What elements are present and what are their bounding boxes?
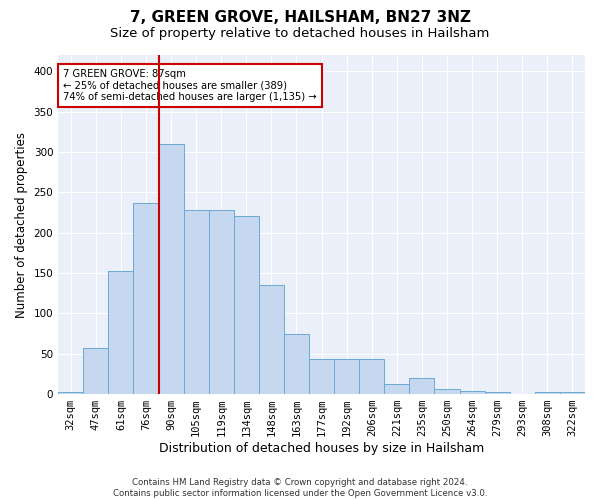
Bar — [58, 392, 83, 394]
Bar — [485, 392, 510, 394]
Bar — [234, 216, 259, 394]
Bar — [434, 389, 460, 394]
Bar — [259, 285, 284, 394]
Bar — [284, 334, 309, 394]
Bar — [184, 210, 209, 394]
Text: 7, GREEN GROVE, HAILSHAM, BN27 3NZ: 7, GREEN GROVE, HAILSHAM, BN27 3NZ — [130, 10, 470, 25]
Bar — [359, 360, 385, 394]
Bar — [83, 348, 109, 394]
Bar — [309, 360, 334, 394]
Bar — [385, 384, 409, 394]
X-axis label: Distribution of detached houses by size in Hailsham: Distribution of detached houses by size … — [159, 442, 484, 455]
Bar — [109, 270, 133, 394]
Bar — [158, 144, 184, 394]
Text: Size of property relative to detached houses in Hailsham: Size of property relative to detached ho… — [110, 28, 490, 40]
Bar — [460, 391, 485, 394]
Text: Contains HM Land Registry data © Crown copyright and database right 2024.
Contai: Contains HM Land Registry data © Crown c… — [113, 478, 487, 498]
Y-axis label: Number of detached properties: Number of detached properties — [15, 132, 28, 318]
Bar — [334, 360, 359, 394]
Bar — [535, 392, 560, 394]
Bar — [133, 202, 158, 394]
Bar — [560, 392, 585, 394]
Bar — [209, 210, 234, 394]
Bar — [409, 378, 434, 394]
Text: 7 GREEN GROVE: 87sqm
← 25% of detached houses are smaller (389)
74% of semi-deta: 7 GREEN GROVE: 87sqm ← 25% of detached h… — [64, 68, 317, 102]
